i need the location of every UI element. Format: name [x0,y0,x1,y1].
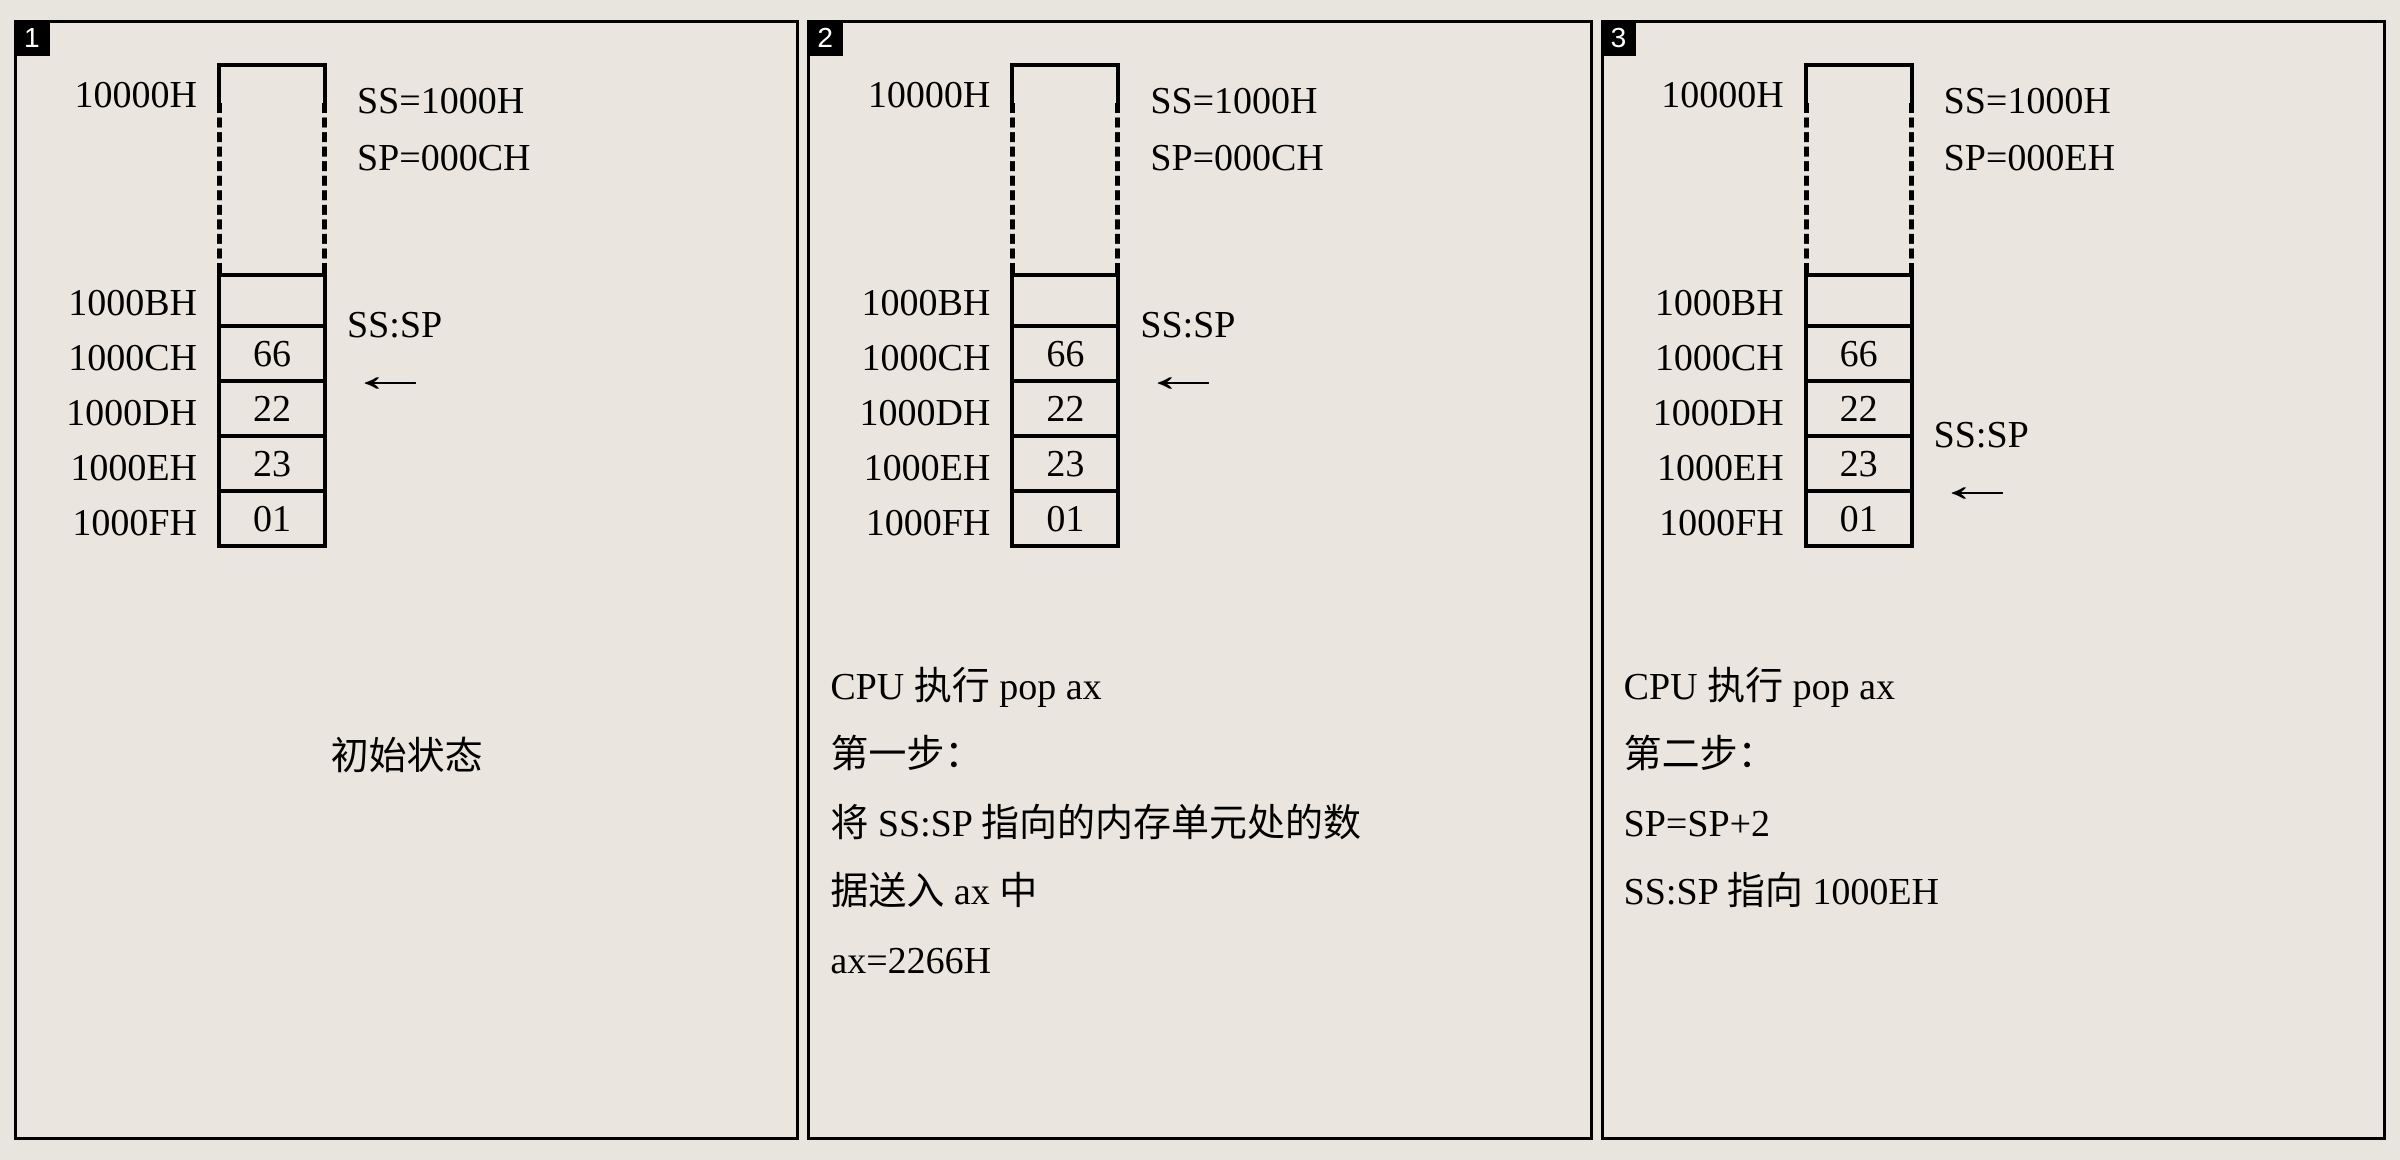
panel-number: 2 [807,20,843,56]
stack-cell: 01 [1010,493,1120,548]
caption-line: 将 SS:SP 指向的内存单元处的数 [830,790,1569,858]
stack-dash-right [322,103,327,273]
sp-value: SP=000EH [1944,130,2115,187]
cell-address: 1000FH [830,501,990,545]
stack-box: 66 22 23 01 [1010,63,1120,103]
cell-address: 1000BH [1624,281,1784,325]
stack-box: 66 22 23 01 [1804,63,1914,103]
arrow-left-icon: ← [347,352,433,400]
caption-line: 初始状态 [37,723,776,791]
cell-address: 1000EH [37,446,197,490]
stack-cells: 66 22 23 01 [1804,273,1914,548]
stack-cells: 66 22 23 01 [1010,273,1120,548]
caption: CPU 执行 pop ax 第二步： SP=SP+2 SS:SP 指向 1000… [1624,653,2363,927]
diagram-area: 10000H 66 22 23 01 1000BH 1000CH 1000DH … [37,63,776,623]
diagram-area: 10000H 66 22 23 01 1000BH 1000CH 1000DH … [1624,63,2363,623]
stack-cell: 66 [1010,328,1120,383]
cell-address: 1000BH [37,281,197,325]
cell-address: 1000FH [37,501,197,545]
stack-cell [1804,273,1914,328]
caption-line: SS:SP 指向 1000EH [1624,858,2363,926]
stack-dash-right [1909,103,1914,273]
arrow-left-icon: ← [1934,462,2020,510]
stack-dash-left [1804,103,1809,273]
top-address: 10000H [1624,73,1784,117]
stack-cell: 23 [1010,438,1120,493]
cell-address: 1000FH [1624,501,1784,545]
stack-cell: 66 [1804,328,1914,383]
register-info: SS=1000H SP=000CH [357,73,531,187]
stack-top-border [217,63,327,103]
stack-pointer: SS:SP ← [1934,413,2029,511]
cell-address: 1000DH [1624,391,1784,435]
caption-line: 第二步： [1624,721,2363,789]
panel-1: 1 10000H 66 22 23 01 1000BH 1000CH 1000D… [14,20,799,1140]
cell-address: 1000CH [830,336,990,380]
stack-cell: 01 [217,493,327,548]
caption-line: 第一步： [830,721,1569,789]
stack-cells: 66 22 23 01 [217,273,327,548]
stack-cell: 66 [217,328,327,383]
stack-cell: 22 [1804,383,1914,438]
caption-line: 据送入 ax 中 [830,858,1569,926]
cell-address: 1000EH [830,446,990,490]
stack-top-border [1804,63,1914,103]
stack-box: 66 22 23 01 [217,63,327,103]
cell-address: 1000BH [830,281,990,325]
sp-value: SP=000CH [357,130,531,187]
caption: 初始状态 [37,723,776,791]
stack-top-border [1010,63,1120,103]
panel-number: 3 [1601,20,1637,56]
cell-address: 1000DH [830,391,990,435]
stack-pointer: SS:SP ← [1140,303,1235,401]
diagram-area: 10000H 66 22 23 01 1000BH 1000CH 1000DH … [830,63,1569,623]
stack-cell: 22 [217,383,327,438]
stack-cell: 22 [1010,383,1120,438]
stack-cell: 23 [1804,438,1914,493]
top-address: 10000H [830,73,990,117]
panel-3: 3 10000H 66 22 23 01 1000BH 1000CH 1000D… [1601,20,2386,1140]
stack-cell [1010,273,1120,328]
ss-value: SS=1000H [1944,73,2115,130]
stack-dash-left [217,103,222,273]
stack-pointer: SS:SP ← [347,303,442,401]
caption-line: CPU 执行 pop ax [1624,653,2363,721]
pointer-label: SS:SP [1934,413,2029,457]
caption: CPU 执行 pop ax 第一步： 将 SS:SP 指向的内存单元处的数 据送… [830,653,1569,995]
sp-value: SP=000CH [1150,130,1324,187]
arrow-left-icon: ← [1140,352,1226,400]
register-info: SS=1000H SP=000CH [1150,73,1324,187]
pointer-label: SS:SP [1140,303,1235,347]
panel-number: 1 [14,20,50,56]
ss-value: SS=1000H [357,73,531,130]
stack-cell: 01 [1804,493,1914,548]
stack-dash-right [1115,103,1120,273]
ss-value: SS=1000H [1150,73,1324,130]
stack-cell: 23 [217,438,327,493]
stack-cell [217,273,327,328]
panel-2: 2 10000H 66 22 23 01 1000BH 1000CH 1000D… [807,20,1592,1140]
caption-line: SP=SP+2 [1624,790,2363,858]
cell-address: 1000CH [37,336,197,380]
caption-line: ax=2266H [830,927,1569,995]
top-address: 10000H [37,73,197,117]
caption-line: CPU 执行 pop ax [830,653,1569,721]
cell-address: 1000DH [37,391,197,435]
pointer-label: SS:SP [347,303,442,347]
cell-address: 1000EH [1624,446,1784,490]
cell-address: 1000CH [1624,336,1784,380]
register-info: SS=1000H SP=000EH [1944,73,2115,187]
panels-container: 1 10000H 66 22 23 01 1000BH 1000CH 1000D… [0,0,2400,1160]
stack-dash-left [1010,103,1015,273]
